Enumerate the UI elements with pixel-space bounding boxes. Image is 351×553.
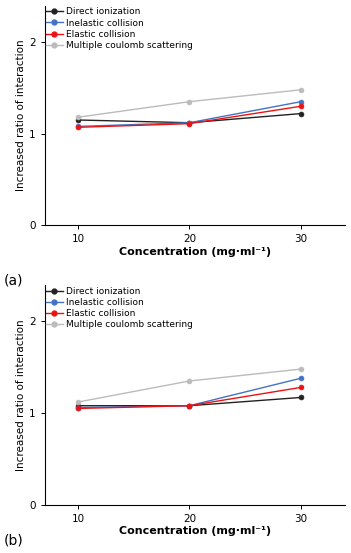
Text: (b): (b) xyxy=(4,534,23,547)
X-axis label: Concentration (mg·ml⁻¹): Concentration (mg·ml⁻¹) xyxy=(119,247,271,257)
Y-axis label: Increased ratio of interaction: Increased ratio of interaction xyxy=(16,40,26,191)
Y-axis label: Increased ratio of interaction: Increased ratio of interaction xyxy=(16,319,26,471)
Text: (a): (a) xyxy=(4,274,23,288)
Legend: Direct ionization, Inelastic collision, Elastic collision, Multiple coulomb scat: Direct ionization, Inelastic collision, … xyxy=(45,285,195,331)
Legend: Direct ionization, Inelastic collision, Elastic collision, Multiple coulomb scat: Direct ionization, Inelastic collision, … xyxy=(45,6,195,52)
X-axis label: Concentration (mg·ml⁻¹): Concentration (mg·ml⁻¹) xyxy=(119,526,271,536)
